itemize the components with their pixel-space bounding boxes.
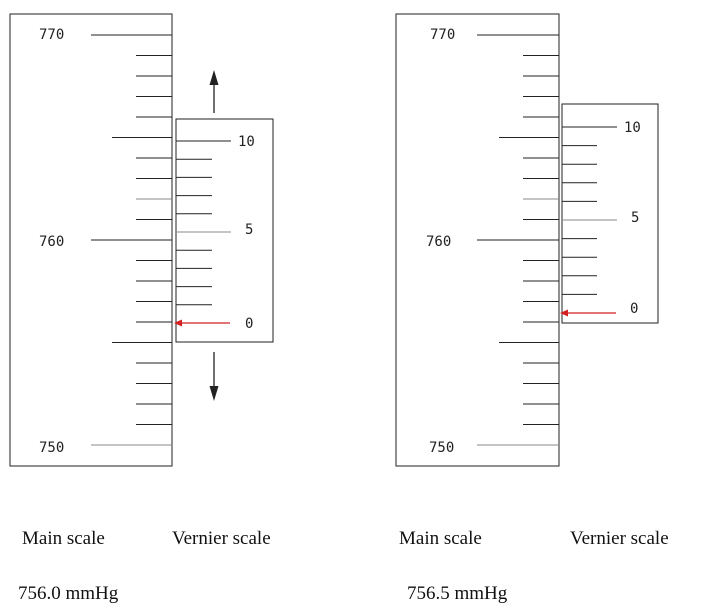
right-vernier-scale-ticks bbox=[562, 126, 617, 295]
left-main-label-750: 750 bbox=[39, 440, 64, 456]
left-main-scale-ticks bbox=[91, 34, 172, 446]
right-main-scale-caption: Main scale bbox=[399, 528, 482, 549]
left-vernier-label-10: 10 bbox=[238, 134, 255, 150]
up-arrow-icon bbox=[209, 70, 219, 113]
right-main-label-770: 770 bbox=[430, 27, 455, 43]
left-reading: 756.0 mmHg bbox=[18, 583, 119, 604]
left-main-label-770: 770 bbox=[39, 27, 64, 43]
left-vernier-scale-caption: Vernier scale bbox=[172, 528, 271, 549]
left-vernier-scale-ticks bbox=[176, 140, 231, 306]
right-diagram: 770 760 750 10 5 0 bbox=[395, 13, 659, 467]
left-pointer-head bbox=[174, 319, 182, 327]
left-main-scale-caption: Main scale bbox=[22, 528, 105, 549]
right-vernier-label-5: 5 bbox=[631, 210, 639, 226]
right-vernier-frame bbox=[561, 103, 659, 324]
left-zero-pointer-arrow bbox=[174, 319, 230, 327]
right-main-label-760: 760 bbox=[426, 234, 451, 250]
left-vernier-label-0: 0 bbox=[245, 316, 253, 332]
right-vernier-label-0: 0 bbox=[630, 301, 638, 317]
right-zero-pointer-arrow bbox=[560, 309, 616, 317]
right-main-scale-ticks bbox=[477, 34, 559, 446]
down-arrow-icon bbox=[209, 352, 219, 401]
left-vernier-label-5: 5 bbox=[245, 222, 253, 238]
right-main-label-750: 750 bbox=[429, 440, 454, 456]
left-vernier-frame bbox=[175, 118, 274, 343]
left-main-label-760: 760 bbox=[39, 234, 64, 250]
right-pointer-head bbox=[560, 309, 568, 317]
left-diagram: 770 760 750 10 5 0 bbox=[9, 13, 274, 467]
right-vernier-scale-caption: Vernier scale bbox=[570, 528, 669, 549]
right-reading: 756.5 mmHg bbox=[407, 583, 508, 604]
right-vernier-label-10: 10 bbox=[624, 120, 641, 136]
